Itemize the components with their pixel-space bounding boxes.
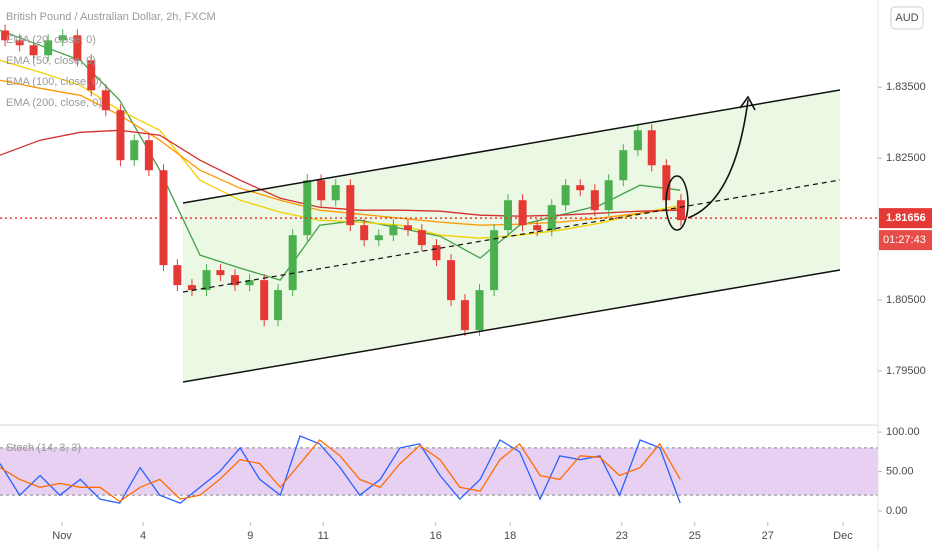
- candle: [101, 90, 110, 111]
- last-price-label: 1.81656: [886, 212, 926, 224]
- candle: [403, 225, 412, 231]
- candle: [590, 190, 599, 211]
- x-tick-label: 18: [504, 530, 516, 542]
- stoch-line: [0, 435, 681, 504]
- currency-label[interactable]: AUD: [895, 12, 918, 24]
- candle: [15, 40, 24, 46]
- legend-entry: EMA (100, close, 0): [6, 76, 102, 88]
- ema-line: [0, 59, 681, 239]
- x-tick-label: 4: [140, 530, 146, 542]
- stoch-band: [0, 447, 878, 496]
- arrow-head: [739, 95, 756, 111]
- candle: [274, 290, 283, 321]
- y-tick-label: 50.00: [886, 465, 914, 477]
- candle: [533, 225, 542, 231]
- candle: [604, 180, 613, 211]
- stoch-line: [0, 439, 681, 503]
- candle: [460, 300, 469, 331]
- x-tick-label: Nov: [52, 530, 72, 542]
- candle: [633, 130, 642, 151]
- candle: [116, 110, 125, 161]
- candle: [303, 180, 312, 236]
- candle: [159, 170, 168, 266]
- candle: [58, 35, 67, 41]
- x-tick-label: 27: [762, 530, 774, 542]
- ema-line: [0, 29, 681, 281]
- candle: [317, 180, 326, 201]
- x-tick-label: 16: [430, 530, 442, 542]
- channel-upper: [182, 89, 841, 204]
- candle: [173, 265, 182, 286]
- legend-entry: EMA (50, close, 0): [6, 55, 96, 67]
- legend-entry: EMA (200, close, 0): [6, 97, 102, 109]
- candle: [475, 290, 484, 331]
- circle-mark: [665, 175, 689, 231]
- candle: [331, 185, 340, 201]
- candle: [518, 200, 527, 226]
- candle: [202, 270, 211, 291]
- y-tick-label: 0.00: [886, 505, 907, 517]
- countdown-label: 01:27:43: [883, 234, 926, 246]
- candle: [447, 260, 456, 301]
- candle: [417, 230, 426, 246]
- candle: [73, 35, 82, 61]
- x-tick-label: Dec: [833, 530, 853, 542]
- candle: [662, 165, 671, 201]
- y-tick-label: 100.00: [886, 426, 920, 438]
- currency-button[interactable]: [890, 6, 924, 30]
- candle: [87, 60, 96, 91]
- candle: [288, 235, 297, 291]
- candle: [44, 40, 53, 56]
- y-tick-label: 1.79500: [886, 365, 926, 377]
- y-tick-label: 1.80500: [886, 294, 926, 306]
- candle: [561, 185, 570, 206]
- x-tick-label: 11: [318, 530, 329, 542]
- channel-lower: [182, 269, 841, 383]
- candle: [389, 225, 398, 236]
- y-tick-label: 1.83500: [886, 81, 926, 93]
- candle: [187, 285, 196, 291]
- candle: [576, 185, 585, 191]
- candle: [676, 200, 685, 221]
- channel-lines: [182, 89, 841, 383]
- x-tick-label: 9: [247, 530, 253, 542]
- price-axis: [878, 0, 932, 550]
- stoch-title: Stoch (14, 3, 3): [6, 442, 81, 454]
- y-tick-label: 1.82500: [886, 152, 926, 164]
- channel-middle: [182, 179, 841, 293]
- candle: [245, 280, 254, 286]
- candle: [231, 275, 240, 286]
- candle: [216, 270, 225, 276]
- ema-line: [0, 129, 681, 217]
- candle: [490, 230, 499, 291]
- countdown-box: [879, 230, 932, 251]
- candle: [260, 280, 269, 321]
- candle: [619, 150, 628, 181]
- candle: [647, 130, 656, 166]
- chart-title: British Pound / Australian Dollar, 2h, F…: [6, 11, 216, 23]
- candle: [130, 140, 139, 161]
- candle: [503, 200, 512, 231]
- candle: [1, 30, 10, 41]
- arrow: [687, 99, 749, 219]
- candle: [346, 185, 355, 226]
- x-tick-label: 23: [616, 530, 628, 542]
- candle: [144, 140, 153, 171]
- x-tick-label: 25: [689, 530, 701, 542]
- candle: [374, 235, 383, 241]
- candle: [29, 45, 38, 56]
- candle: [360, 225, 369, 241]
- legend-entry: EMA (20, close, 0): [6, 34, 96, 46]
- candle: [432, 245, 441, 261]
- ema-line: [0, 79, 681, 226]
- last-price-box: [879, 208, 932, 229]
